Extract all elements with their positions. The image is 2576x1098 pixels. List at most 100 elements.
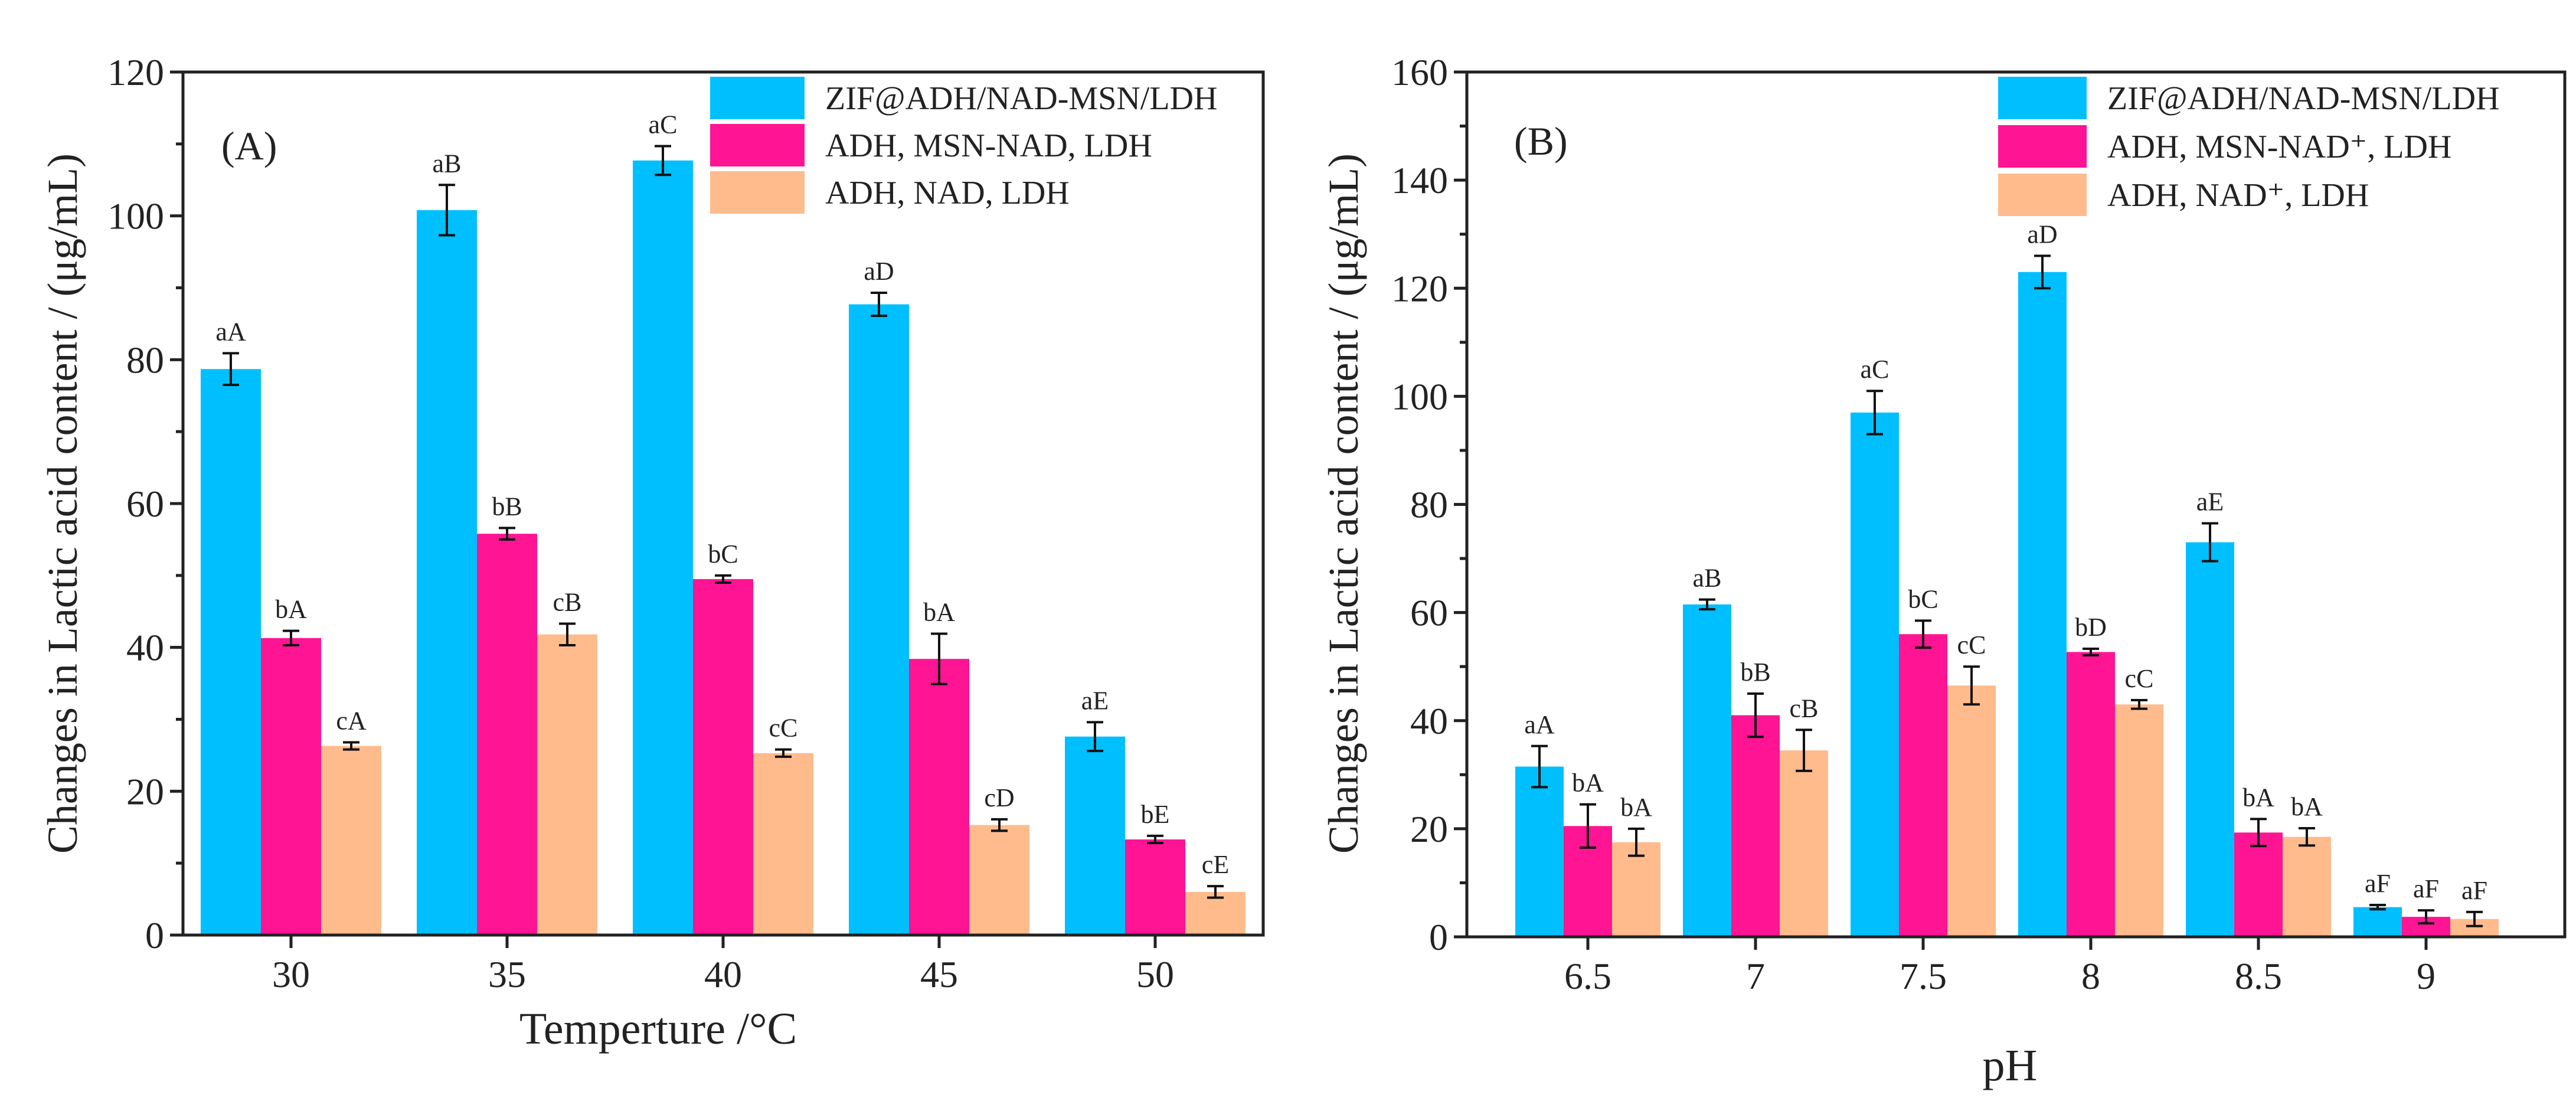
significance-label: aF [2413,874,2439,903]
significance-label: aE [1081,686,1109,715]
significance-label: aB [1693,564,1722,593]
legend-swatch [1998,125,2087,168]
legend-swatch [710,124,805,166]
significance-label: cD [984,783,1014,812]
bar [2353,907,2402,937]
y-tick-label: 160 [1391,51,1448,93]
significance-label: aA [215,317,246,346]
legend-label: ADH, NAD⁺, LDH [2107,177,2369,214]
bar [849,304,909,935]
panel-b-label: (B) [1514,119,1568,164]
legend-label: ADH, MSN-NAD⁺, LDH [2107,129,2451,165]
bar [693,579,753,935]
chart-panel-a: (A) aA bA cA aB bB cB aC bC cC aD bA cD aE bE cE 0 20 40… [39,51,1265,1054]
x-tick-label: 45 [920,953,958,995]
x-tick-label: 40 [704,953,742,995]
bar [633,160,693,936]
significance-label: aD [2027,220,2057,249]
bar [2283,836,2331,937]
y-tick-label: 120 [1391,267,1448,309]
x-tick-label: 7.5 [1900,955,1947,997]
bar [321,746,381,935]
y-tick-label: 100 [1391,375,1448,417]
significance-label: bC [1908,584,1938,613]
panel-a-plot-area: aA bA cA aB bB cB aC bC cC aD bA cD aE bE cE [201,110,1245,936]
significance-label: cC [2125,664,2154,693]
x-tick-label: 6.5 [1564,955,1611,997]
significance-label: bB [1740,658,1770,687]
x-tick-label: 30 [272,953,310,995]
panel-b-y-axis-ticks: 0 20 40 60 80 100 120 140 160 [1391,51,1467,958]
significance-label: cB [553,587,582,616]
significance-label: aC [1861,355,1889,384]
bar [1947,685,1996,937]
significance-label: bE [1141,800,1170,829]
significance-label: cB [1790,694,1819,723]
x-tick-label: 7 [1746,955,1765,997]
legend-swatch [710,77,805,119]
y-tick-label: 20 [126,770,164,812]
significance-label: aA [1524,710,1555,739]
y-tick-label: 40 [126,627,164,669]
y-tick-label: 80 [126,339,164,381]
legend-swatch [710,171,805,214]
y-tick-label: 60 [126,483,164,525]
significance-label: aD [864,257,894,286]
panel-a-x-axis-title: Temperture /°C [519,1004,797,1054]
panel-a-legend: ZIF@ADH/NAD-MSN/LDH ADH, MSN-NAD, LDH ADH,… [710,77,1217,214]
significance-label: bA [2291,792,2323,821]
panel-b-plot-area: aA bA bA aB bB cB aC bC cC aD bD cC aE bA bA aF aF aF [1515,220,2499,937]
x-tick-label: 35 [488,953,526,995]
y-tick-label: 40 [1410,700,1448,742]
panel-b-legend: ZIF@ADH/NAD-MSN/LDH ADH, MSN-NAD⁺, LDH ADH… [1998,77,2499,216]
x-tick-label: 9 [2417,955,2436,997]
x-tick-label: 50 [1136,953,1174,995]
panel-a-label: (A) [221,123,277,168]
bar [1851,412,1899,937]
legend-swatch [1998,77,2087,119]
bar [1683,604,1731,937]
panel-a-y-axis-ticks: 0 20 40 60 80 100 120 [107,51,183,956]
significance-label: bA [275,595,307,624]
significance-label: aF [2365,869,2391,898]
y-tick-label: 0 [145,914,164,956]
bar [1899,634,1947,937]
significance-label: bA [2242,783,2274,812]
bar [2115,704,2163,937]
legend-swatch [1998,174,2087,216]
significance-label: bB [492,492,522,521]
bar [417,210,477,935]
legend-label: ADH, NAD, LDH [825,175,1070,211]
bar [537,634,597,935]
bar [2018,272,2067,937]
bar [201,369,261,935]
bar [969,825,1029,935]
bar [1780,750,1828,937]
significance-label: aC [649,110,678,139]
bar [1185,891,1245,935]
y-tick-label: 60 [1410,592,1448,634]
significance-label: bA [1620,793,1652,822]
significance-label: bA [1572,769,1604,798]
y-tick-label: 80 [1410,484,1448,526]
panel-a-y-axis-title: Changes in Lactic acid content / (μg/mL) [39,153,86,854]
panel-b-x-axis-ticks: 6.5 7 7.5 8 8.5 9 [1564,937,2436,997]
significance-label: cE [1202,850,1229,879]
y-tick-label: 140 [1391,159,1448,201]
bar [1125,839,1185,935]
bar [2234,832,2283,937]
bar [2186,542,2234,937]
panel-a-x-axis-ticks: 30 35 40 45 50 [272,935,1174,995]
bar [1515,766,1564,937]
significance-label: cC [1957,630,1986,659]
bar [1612,842,1660,937]
bar [1065,736,1125,935]
panel-b-x-axis-title: pH [1983,1041,2038,1090]
legend-label: ZIF@ADH/NAD-MSN/LDH [2107,80,2499,117]
significance-label: bA [923,598,955,627]
bar [909,659,969,935]
legend-label: ZIF@ADH/NAD-MSN/LDH [825,80,1217,117]
legend-label: ADH, MSN-NAD, LDH [825,128,1152,164]
bar [2067,652,2115,937]
